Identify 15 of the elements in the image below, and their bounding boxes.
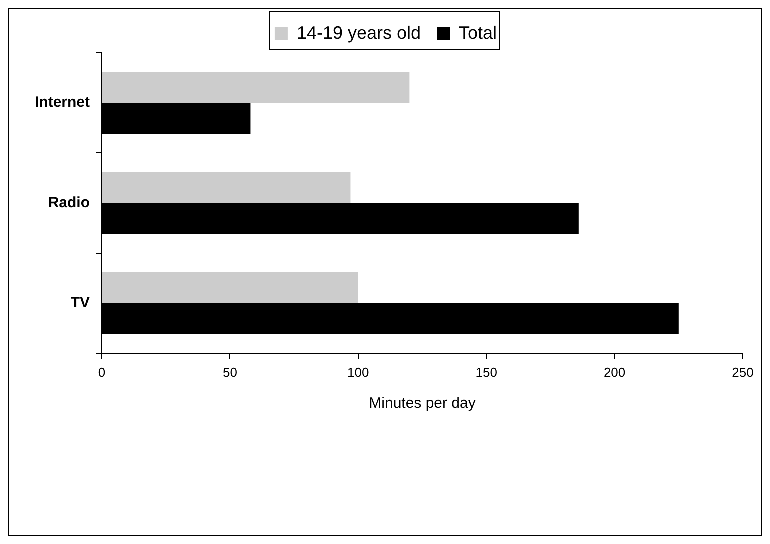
legend-label: 14-19 years old [296,22,422,43]
x-tick-label: 150 [476,364,498,380]
y-tick-label: Internet [34,94,90,112]
bar [102,72,410,104]
y-tick-label: Radio [48,194,90,212]
bar [102,272,358,304]
bar [102,172,351,204]
legend-label: Total [459,22,498,43]
x-tick-label: 50 [222,364,238,380]
y-tick-label: TV [70,294,90,312]
x-axis-title: Minutes per day [369,395,476,412]
x-tick-label: 0 [98,364,106,380]
x-tick-label: 250 [732,364,754,380]
x-tick-label: 100 [348,364,370,380]
x-tick-label: 200 [604,364,626,380]
